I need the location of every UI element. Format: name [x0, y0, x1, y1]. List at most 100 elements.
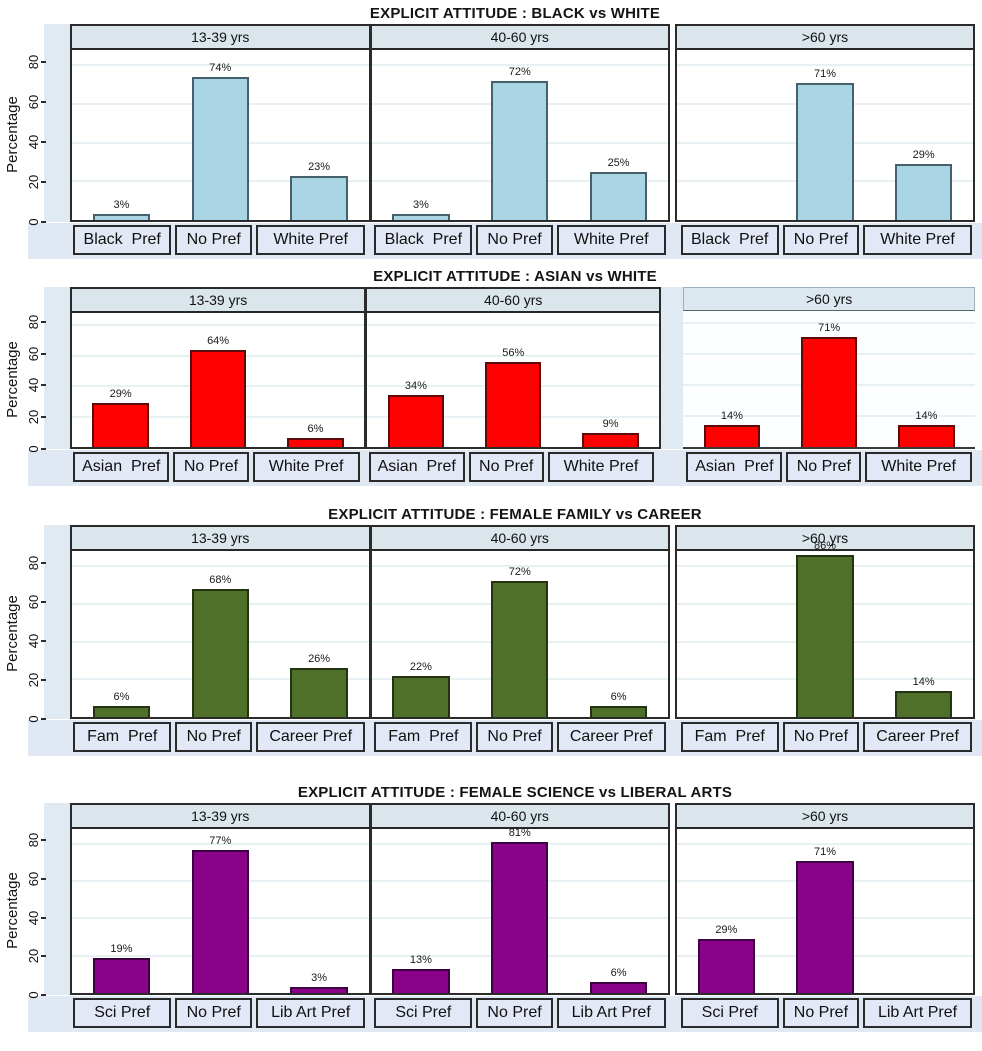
age-group-header: 40-60 yrs	[371, 527, 668, 551]
y-axis-title: Percentage	[0, 309, 24, 449]
category-label-box: Lib Art Pref	[256, 998, 366, 1028]
chart-body: Percentage 0 20 40 60 80 13-39 yrs 3% 74% 23% 40-6…	[0, 24, 982, 255]
category-label-box: Fam Pref	[374, 722, 473, 752]
bar-value-label: 6%	[113, 690, 130, 703]
y-tick-label: 0	[26, 445, 41, 453]
bar-slots: 19% 77% 3%	[72, 829, 369, 993]
y-tick-mark	[41, 916, 46, 919]
bar-slots: 22% 72% 6%	[372, 551, 669, 717]
panel-divider	[368, 26, 372, 220]
bar-value-label: 14%	[912, 675, 935, 688]
chart-row: EXPLICIT ATTITUDE : FEMALE FAMILY vs CAR…	[0, 491, 982, 771]
bar	[582, 433, 639, 447]
category-label-box: No Pref	[782, 722, 860, 752]
age-group-header: >60 yrs	[676, 805, 973, 829]
bar	[589, 171, 648, 220]
bar	[898, 425, 955, 447]
category-label-box: White Pref	[256, 225, 366, 255]
bar	[290, 987, 348, 993]
bar	[589, 705, 648, 717]
y-tick-label: 80	[26, 555, 41, 570]
bar-slot: 14%	[874, 551, 973, 717]
plot-area: 86% 14%	[676, 540, 973, 717]
y-axis-title: Percentage	[0, 46, 24, 222]
panels-column: 13-39 yrs 3% 74% 23% 40-60 yrs 3% 72% 25% >60 yr…	[70, 24, 975, 255]
plot-area: 14% 71% 14%	[683, 311, 975, 449]
panels-column: 13-39 yrs 19% 77% 3% 40-60 yrs 13% 81% 6% >60 yr…	[70, 803, 975, 1028]
category-panel: Fam Pref No Pref Career Pref	[70, 722, 368, 752]
y-tick-label: 20	[26, 949, 41, 964]
bar-slot: 77%	[171, 829, 270, 993]
y-tick-mark	[41, 448, 46, 450]
y-tick-label: 20	[26, 672, 41, 688]
bar-slot: 3%	[372, 50, 471, 220]
gridline	[72, 64, 369, 67]
category-label-box: Black Pref	[73, 225, 172, 255]
y-axis-title-text: Percentage	[3, 594, 21, 672]
facet-panel: 40-60 yrs 34% 56% 9%	[367, 289, 660, 447]
y-tick-label: 80	[26, 833, 41, 848]
panel-group-left: 13-39 yrs 6% 68% 26% 40-60 yrs 22% 72% 6%	[70, 525, 670, 719]
bar-value-label: 6%	[610, 966, 627, 979]
y-axis: 0 20 40 60 80	[24, 547, 46, 723]
bar-slot: 9%	[562, 313, 659, 447]
y-axis: 0 20 40 60 80	[24, 309, 46, 453]
bar-value-label: 29%	[109, 387, 132, 400]
gridline	[676, 64, 973, 67]
category-label-box: White Pref	[863, 225, 972, 255]
y-tick-mark	[41, 839, 46, 842]
category-label-box: No Pref	[476, 722, 553, 752]
bar-value-label: 9%	[602, 418, 619, 431]
bar-slot: 71%	[776, 50, 875, 220]
plot-area: 29% 71%	[676, 829, 973, 993]
category-label-box: Sci Pref	[73, 998, 172, 1028]
bar	[796, 860, 854, 993]
y-tick-mark	[41, 384, 46, 387]
bar-value-label: 72%	[508, 566, 531, 579]
panel-group-right: >60 yrs 14% 71% 14%	[683, 287, 975, 449]
bar	[491, 581, 549, 717]
category-panel: Asian Pref No Pref White Pref	[366, 452, 658, 482]
bar-slots: 3% 72% 25%	[372, 50, 669, 220]
bar	[796, 82, 854, 220]
bar-slot: 29%	[874, 50, 973, 220]
bar-value-label: 29%	[912, 148, 935, 161]
y-axis-title-text: Percentage	[3, 871, 21, 949]
category-label-box: Lib Art Pref	[863, 998, 972, 1028]
bar-value-label: 25%	[607, 156, 630, 169]
y-tick-mark	[41, 955, 46, 958]
bar-slot: 14%	[878, 311, 975, 447]
category-label-box: Fam Pref	[680, 722, 779, 752]
category-spacer	[669, 998, 678, 1028]
bar-value-label: 26%	[308, 652, 331, 665]
y-tick-label: 0	[26, 218, 41, 226]
facet-panel: >60 yrs 86% 14%	[676, 527, 973, 717]
age-group-header: >60 yrs	[676, 527, 973, 551]
bar	[92, 402, 149, 447]
category-label-box: No Pref	[476, 998, 553, 1028]
y-tick-mark	[41, 221, 46, 223]
y-axis: 0 20 40 60 80	[24, 825, 46, 999]
category-panel: Black Pref No Pref White Pref	[70, 225, 368, 255]
bar-value-label: 64%	[207, 334, 230, 347]
chart-title: EXPLICIT ATTITUDE : ASIAN vs WHITE	[373, 268, 657, 285]
bar-slots: 86% 14%	[677, 540, 973, 717]
category-label-box: Lib Art Pref	[556, 998, 666, 1028]
plot-area: 6% 68% 26%	[72, 551, 369, 717]
bar-slot: 13%	[372, 829, 471, 993]
y-tick-mark	[41, 878, 46, 881]
bar-slot: 26%	[270, 551, 369, 717]
y-tick-mark	[41, 994, 46, 996]
bar-slot: 23%	[270, 50, 369, 220]
category-spacer	[669, 722, 678, 752]
panels-column: 13-39 yrs 29% 64% 6% 40-60 yrs 34% 56% 9% >60 yr…	[70, 287, 975, 482]
panel-group-right: >60 yrs 29% 71%	[674, 803, 975, 995]
category-panel: Sci Pref No Pref Lib Art Pref	[371, 998, 668, 1028]
bar	[796, 554, 854, 717]
y-tick-label: 0	[26, 715, 41, 723]
plot-area: 29% 64% 6%	[72, 313, 365, 447]
background-band-left	[44, 525, 70, 719]
gridline	[371, 565, 668, 568]
y-tick-label: 40	[26, 378, 41, 393]
bar-value-label: 19%	[110, 942, 133, 955]
